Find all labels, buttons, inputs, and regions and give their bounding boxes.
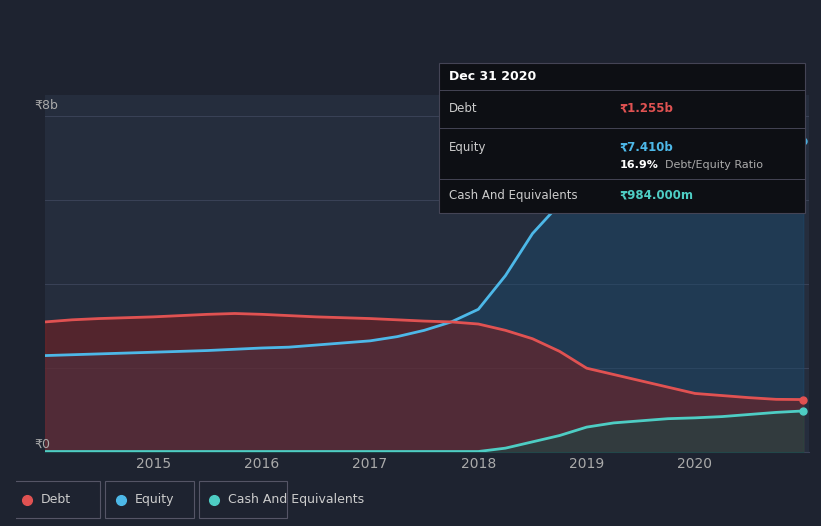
Text: Cash And Equivalents: Cash And Equivalents: [449, 188, 578, 201]
Text: ₹8b: ₹8b: [34, 99, 58, 112]
Text: Debt/Equity Ratio: Debt/Equity Ratio: [665, 160, 763, 170]
Text: ₹7.410b: ₹7.410b: [620, 140, 673, 154]
Text: ₹1.255b: ₹1.255b: [620, 102, 674, 115]
Text: Equity: Equity: [449, 140, 487, 154]
FancyBboxPatch shape: [199, 481, 287, 518]
Text: Debt: Debt: [449, 102, 478, 115]
Text: ₹0: ₹0: [34, 438, 50, 451]
Text: Cash And Equivalents: Cash And Equivalents: [228, 493, 365, 506]
Text: Dec 31 2020: Dec 31 2020: [449, 70, 536, 83]
FancyBboxPatch shape: [11, 481, 100, 518]
Text: 16.9%: 16.9%: [620, 160, 658, 170]
Text: Equity: Equity: [135, 493, 174, 506]
FancyBboxPatch shape: [105, 481, 194, 518]
Text: ₹984.000m: ₹984.000m: [620, 188, 694, 201]
Text: Debt: Debt: [41, 493, 71, 506]
